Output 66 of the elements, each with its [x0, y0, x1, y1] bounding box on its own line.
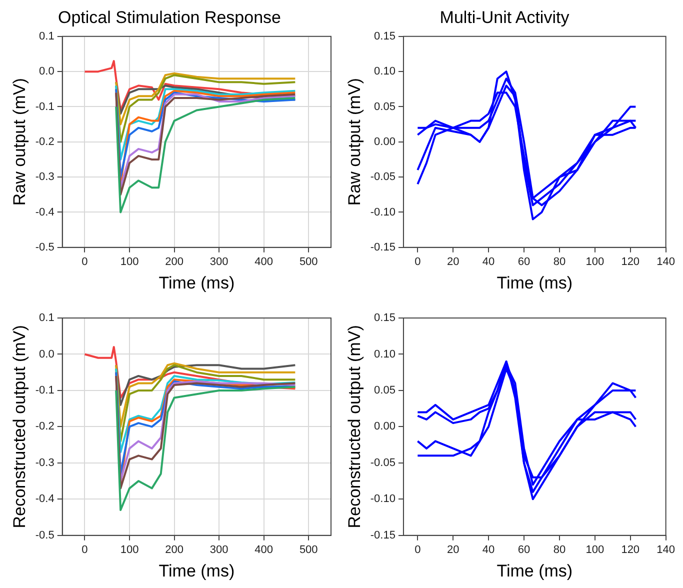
- x-axis-title: Time (ms): [158, 273, 235, 292]
- y-tick-label: -0.05: [370, 456, 396, 469]
- y-tick-label: 0.05: [374, 100, 396, 113]
- x-axis-title: Time (ms): [496, 561, 573, 580]
- x-tick-label: 100: [586, 256, 604, 268]
- y-tick-label: 0.10: [374, 66, 396, 78]
- x-tick-label: 100: [120, 256, 139, 268]
- x-tick-label: 400: [254, 256, 274, 268]
- y-tick-label: 0.00: [374, 136, 396, 148]
- y-tick-label: -0.5: [35, 241, 54, 254]
- y-tick-label: -0.2: [35, 136, 54, 148]
- y-tick-label: 0.00: [374, 420, 396, 433]
- x-tick-label: 100: [120, 544, 139, 556]
- y-axis-title: Raw output (mV): [344, 78, 364, 206]
- x-tick-label: 100: [586, 544, 604, 556]
- y-tick-label: -0.15: [370, 241, 396, 254]
- x-tick-label: 300: [210, 256, 228, 268]
- y-tick-label: -0.15: [370, 529, 396, 542]
- x-tick-label: 80: [553, 256, 566, 268]
- x-tick-label: 200: [165, 256, 184, 268]
- x-tick-label: 60: [518, 256, 530, 268]
- x-tick-label: 20: [446, 544, 460, 556]
- x-tick-label: 140: [656, 544, 676, 556]
- y-tick-label: -0.05: [370, 171, 396, 184]
- y-tick-label: -0.4: [35, 206, 54, 218]
- y-tick-label: -0.3: [35, 171, 54, 184]
- x-axis-title: Time (ms): [158, 561, 235, 580]
- y-tick-label: 0.1: [39, 312, 54, 324]
- x-tick-label: 300: [210, 544, 228, 556]
- x-tick-label: 80: [553, 544, 566, 556]
- x-tick-label: 0: [82, 256, 88, 268]
- chart-title: Multi-Unit Activity: [440, 8, 570, 27]
- y-tick-label: -0.1: [35, 100, 54, 113]
- x-tick-label: 500: [299, 256, 318, 268]
- y-axis-title: Raw output (mV): [10, 78, 29, 206]
- x-tick-label: 20: [446, 256, 460, 268]
- y-tick-label: 0.10: [374, 348, 396, 360]
- y-axis-title: Reconstructed output (mV): [10, 325, 29, 528]
- y-tick-label: 0.05: [374, 384, 396, 396]
- x-tick-label: 0: [414, 256, 421, 268]
- x-tick-label: 140: [656, 256, 676, 268]
- y-tick-label: 0.15: [374, 30, 396, 42]
- y-tick-label: 0.0: [39, 66, 54, 78]
- y-tick-label: -0.3: [35, 456, 54, 469]
- x-axis-title: Time (ms): [496, 273, 573, 292]
- x-tick-label: 120: [621, 544, 640, 556]
- x-tick-label: 500: [299, 544, 318, 556]
- y-axis-title: Reconstructed output (mV): [344, 325, 364, 528]
- y-tick-label: -0.10: [370, 206, 396, 218]
- y-tick-label: 0.15: [374, 312, 396, 324]
- x-tick-label: 200: [165, 544, 184, 556]
- y-tick-label: 0.1: [39, 30, 54, 42]
- y-tick-label: -0.2: [35, 420, 54, 433]
- chart-title: Optical Stimulation Response: [58, 8, 282, 27]
- x-tick-label: 0: [82, 544, 88, 556]
- x-tick-label: 400: [254, 544, 274, 556]
- y-tick-label: 0.0: [39, 348, 54, 360]
- x-tick-label: 40: [482, 544, 495, 556]
- x-tick-label: 0: [414, 544, 421, 556]
- x-tick-label: 40: [482, 256, 495, 268]
- y-tick-label: -0.10: [370, 493, 396, 506]
- y-tick-label: -0.4: [35, 493, 54, 506]
- x-tick-label: 120: [621, 256, 640, 268]
- y-tick-label: -0.1: [35, 384, 54, 396]
- x-tick-label: 60: [518, 544, 530, 556]
- y-tick-label: -0.5: [35, 529, 54, 542]
